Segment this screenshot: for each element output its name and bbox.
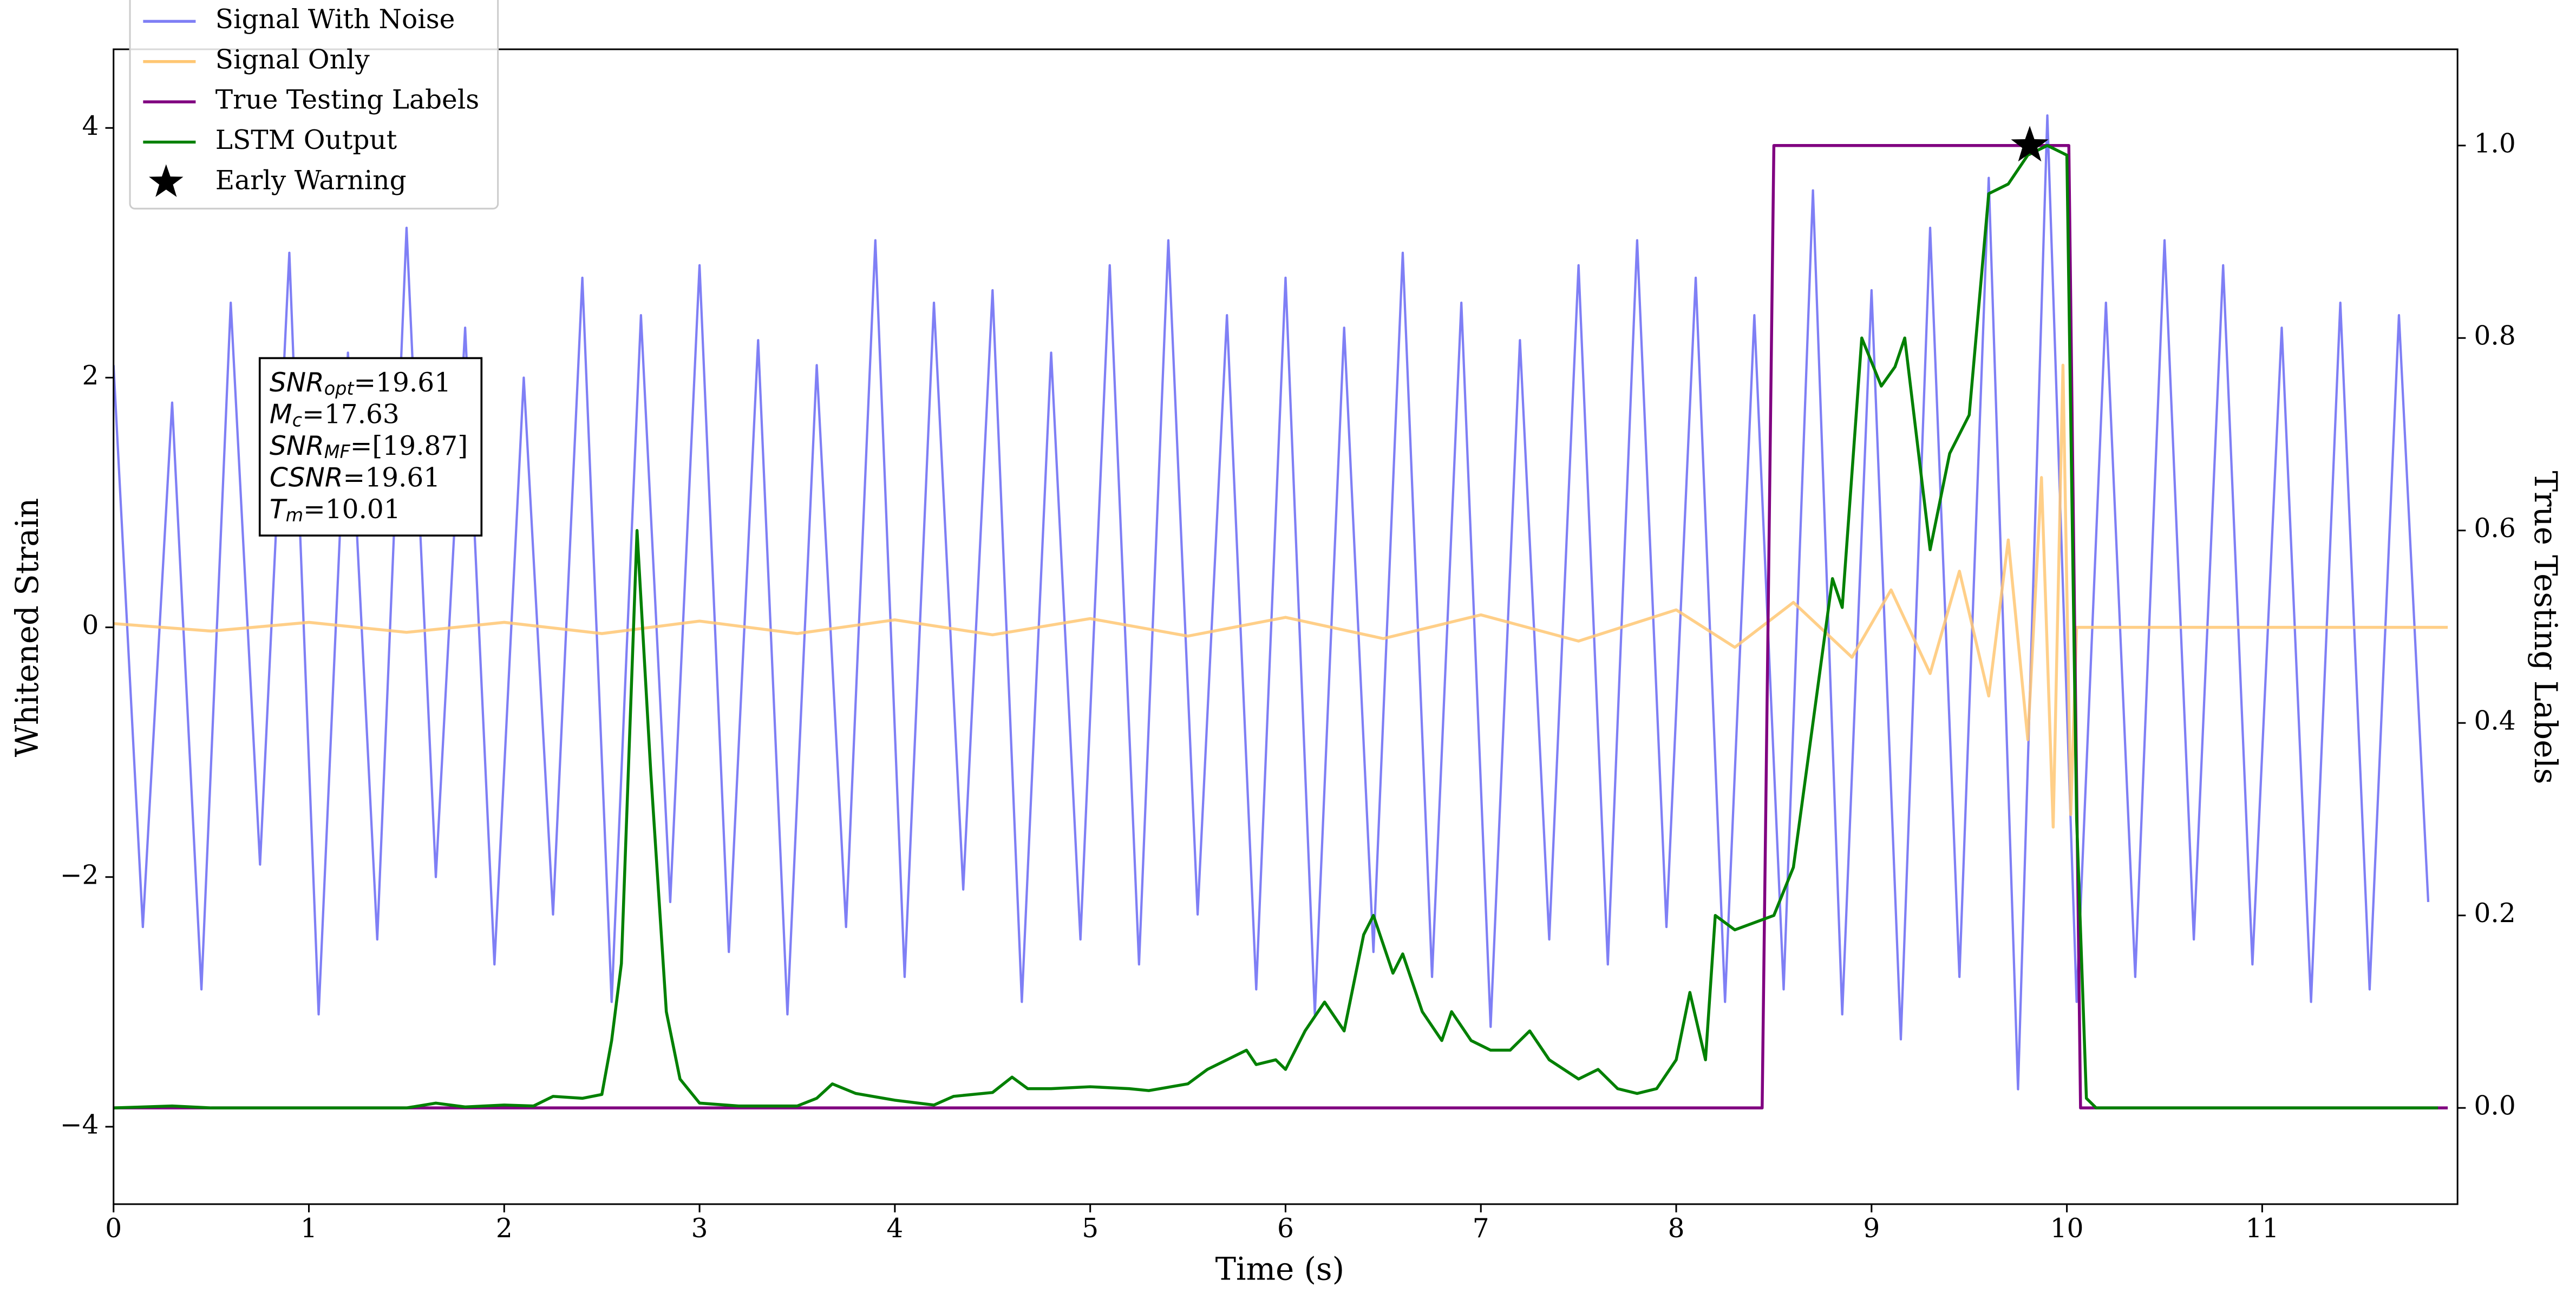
y-tick-label: −2 bbox=[60, 860, 99, 890]
x-tick-label: 6 bbox=[1277, 1213, 1294, 1244]
x-tick-label: 11 bbox=[2246, 1213, 2279, 1244]
annotation-text: =[19.87] bbox=[350, 431, 468, 461]
y2-tick-label: 0.0 bbox=[2474, 1091, 2516, 1121]
annotation-var: SNR bbox=[270, 431, 324, 461]
annotation-sub: MF bbox=[324, 441, 351, 462]
annotation-text: =10.01 bbox=[303, 494, 401, 525]
legend-label: True Testing Labels bbox=[215, 85, 479, 115]
y2-axis-label: True Testing Labels bbox=[2527, 471, 2564, 785]
annotation-var: CSNR bbox=[270, 463, 343, 493]
y2-tick-label: 0.4 bbox=[2474, 706, 2516, 736]
annotation-text: =19.61 bbox=[354, 367, 451, 397]
annotation-sub: m bbox=[286, 505, 304, 526]
annotation-sub: opt bbox=[324, 378, 355, 399]
x-tick-label: 2 bbox=[496, 1213, 513, 1244]
annotation-var: SNR bbox=[270, 368, 324, 398]
early-warning-marker bbox=[2011, 126, 2049, 162]
annotation-text: =17.63 bbox=[302, 399, 400, 429]
y-tick-label: −4 bbox=[60, 1109, 99, 1140]
annotation-line: Tm=10.01 bbox=[270, 494, 401, 526]
y2-tick-label: 1.0 bbox=[2474, 128, 2516, 159]
y2-tick-label: 0.8 bbox=[2474, 321, 2516, 351]
legend: Signal With Noise Signal Only True Testing… bbox=[129, 0, 499, 210]
annotation-sub: c bbox=[292, 410, 302, 431]
series-line bbox=[113, 114, 2430, 1090]
annotation-var: T bbox=[270, 494, 287, 525]
legend-label: Signal Only bbox=[215, 44, 370, 75]
x-axis-label: Time (s) bbox=[1215, 1250, 1344, 1287]
legend-label: Signal With Noise bbox=[215, 4, 455, 35]
legend-label: LSTM Output bbox=[215, 125, 397, 155]
x-tick-label: 9 bbox=[1863, 1213, 1880, 1244]
y-tick-label: 0 bbox=[82, 610, 99, 641]
x-tick-label: 10 bbox=[2050, 1213, 2084, 1244]
annotation-line: Mc=17.63 bbox=[270, 399, 400, 431]
x-tick-label: 5 bbox=[1082, 1213, 1099, 1244]
legend-marker bbox=[149, 164, 184, 197]
y-tick-label: 4 bbox=[82, 111, 99, 141]
x-tick-label: 7 bbox=[1473, 1213, 1489, 1244]
series-line bbox=[113, 144, 2438, 1109]
y-axis-label: Whitened Strain bbox=[9, 498, 45, 758]
legend-box bbox=[129, 0, 499, 210]
x-tick-label: 0 bbox=[105, 1213, 122, 1244]
y2-tick-label: 0.6 bbox=[2474, 513, 2516, 544]
annotation-line: CSNR=19.61 bbox=[270, 462, 440, 493]
x-tick-label: 8 bbox=[1668, 1213, 1685, 1244]
annotation-box bbox=[258, 357, 483, 537]
x-tick-label: 1 bbox=[300, 1213, 317, 1244]
annotation-text: =19.61 bbox=[343, 462, 441, 493]
series-line bbox=[113, 363, 2448, 829]
plot-area bbox=[113, 114, 2448, 1109]
x-tick-label: 4 bbox=[886, 1213, 903, 1244]
legend-label: Early Warning bbox=[215, 165, 407, 195]
y-tick-label: 2 bbox=[82, 361, 99, 391]
annotation-line: SNRMF=[19.87] bbox=[270, 431, 468, 463]
x-tick-label: 3 bbox=[691, 1213, 708, 1244]
annotation-line: SNRopt=19.61 bbox=[270, 367, 451, 399]
y2-tick-label: 0.2 bbox=[2474, 898, 2516, 929]
annotation-var: M bbox=[270, 400, 292, 430]
